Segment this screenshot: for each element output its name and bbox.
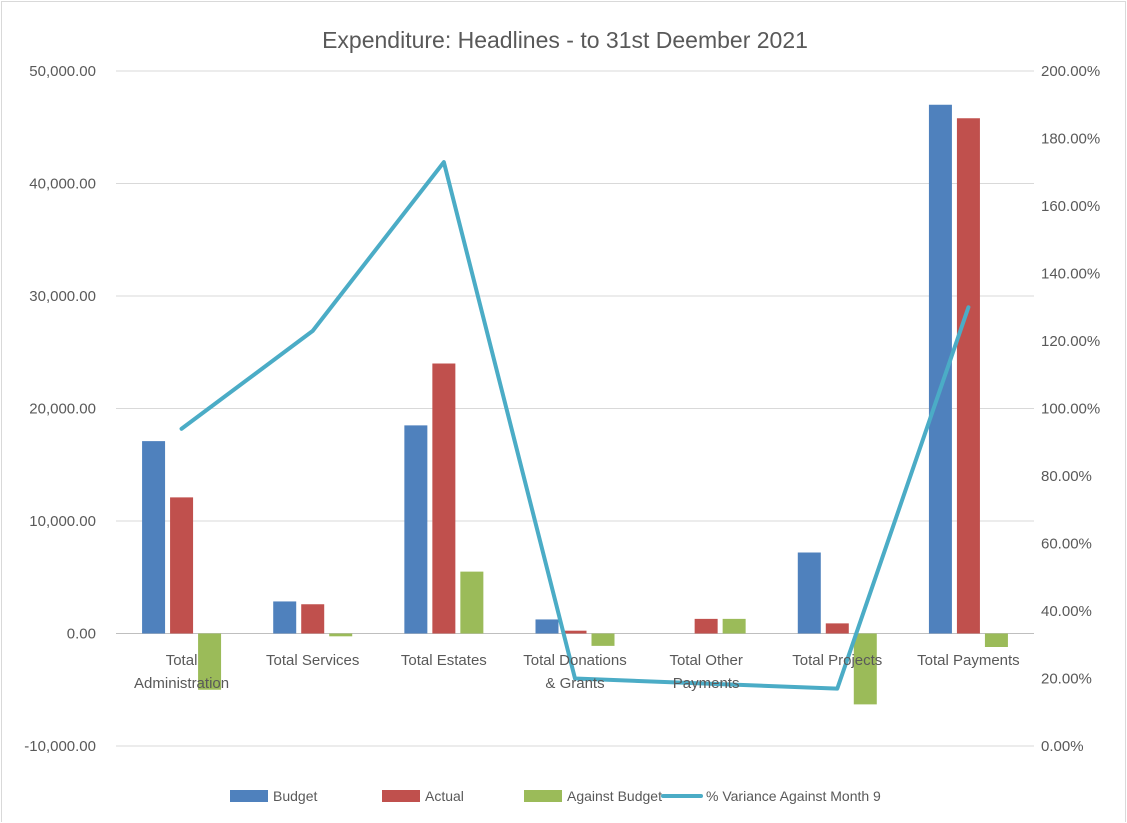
left-tick-label: -10,000.00: [24, 738, 96, 755]
left-tick-label: 0.00: [67, 626, 96, 643]
legend-swatch: [524, 790, 562, 802]
category-label: Total Other: [669, 652, 742, 669]
bar-actual: [694, 618, 718, 634]
category-labels: Total Administration Total Services Total E…: [134, 652, 1020, 692]
bar-against-budget: [591, 633, 615, 646]
legend-swatch: [230, 790, 268, 802]
left-tick-label: 30,000.00: [29, 288, 96, 305]
bar-against-budget: [984, 633, 1008, 647]
bar-actual: [432, 363, 456, 634]
gridlines: [116, 70, 1034, 747]
legend-label: Against Budget: [567, 788, 662, 804]
left-axis: -10,000.00 0.00 10,000.00 20,000.00 30,000.0…: [24, 63, 96, 755]
left-tick-label: 10,000.00: [29, 513, 96, 530]
legend: Budget Actual Against Budget % Variance Aga…: [230, 788, 881, 804]
right-tick-label: 80.00%: [1041, 468, 1092, 485]
bar-actual: [170, 497, 194, 634]
right-tick-label: 180.00%: [1041, 131, 1100, 148]
right-tick-label: 20.00%: [1041, 671, 1092, 688]
right-tick-label: 200.00%: [1041, 63, 1100, 80]
bar-budget: [797, 552, 821, 634]
category-label: Payments: [673, 675, 740, 692]
bar-budget: [142, 441, 166, 634]
variance-line: [179, 160, 971, 691]
bars: [142, 104, 1008, 705]
category-label: Total Projects: [792, 652, 882, 669]
category-label: Total: [166, 652, 198, 669]
right-tick-label: 140.00%: [1041, 266, 1100, 283]
legend-label: % Variance Against Month 9: [706, 788, 881, 804]
legend-swatch: [382, 790, 420, 802]
bar-actual: [301, 604, 325, 634]
bar-against-budget: [460, 571, 484, 634]
bar-budget: [535, 619, 559, 634]
right-tick-label: 40.00%: [1041, 603, 1092, 620]
bar-against-budget: [198, 633, 222, 690]
bar-against-budget: [329, 633, 353, 637]
category-label: Administration: [134, 675, 229, 692]
bar-budget: [273, 601, 297, 634]
right-tick-label: 0.00%: [1041, 738, 1084, 755]
left-tick-label: 20,000.00: [29, 401, 96, 418]
right-tick-label: 120.00%: [1041, 333, 1100, 350]
category-label: Total Donations: [523, 652, 626, 669]
chart-title: Expenditure: Headlines - to 31st Deember…: [322, 27, 808, 53]
bar-actual: [956, 118, 980, 634]
right-tick-label: 60.00%: [1041, 536, 1092, 553]
bar-against-budget: [853, 633, 877, 705]
right-tick-label: 160.00%: [1041, 198, 1100, 215]
bar-actual: [563, 630, 587, 634]
right-tick-label: 100.00%: [1041, 401, 1100, 418]
category-label: Total Estates: [401, 652, 487, 669]
left-tick-label: 40,000.00: [29, 176, 96, 193]
bar-budget: [404, 425, 428, 634]
category-label: & Grants: [545, 675, 604, 692]
bar-against-budget: [722, 618, 746, 634]
line-series: [179, 160, 971, 691]
bar-actual: [825, 623, 849, 634]
legend-label: Budget: [273, 788, 317, 804]
right-axis: 0.00% 20.00% 40.00% 60.00% 80.00% 100.00% 120.…: [1041, 63, 1100, 755]
category-label: Total Services: [266, 652, 359, 669]
category-label: Total Payments: [917, 652, 1020, 669]
left-tick-label: 50,000.00: [29, 63, 96, 80]
legend-label: Actual: [425, 788, 464, 804]
bar-budget: [928, 104, 952, 634]
